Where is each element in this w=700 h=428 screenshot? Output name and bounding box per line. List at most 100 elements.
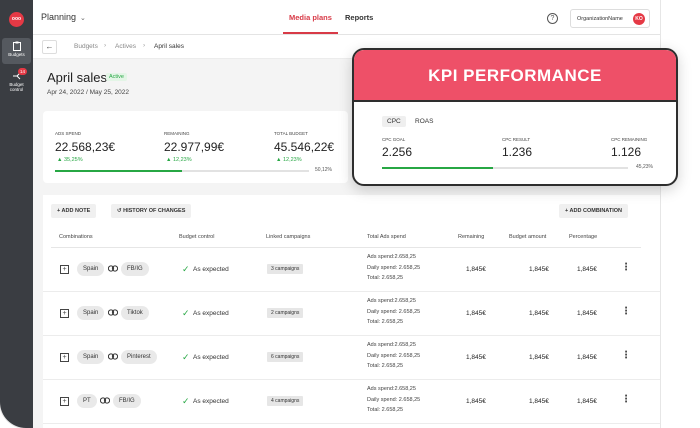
history-icon: ↺ [117, 208, 124, 214]
expand-icon[interactable]: + [60, 353, 69, 362]
budget-cell: 1,845€ [529, 354, 549, 361]
country-chip: PT [77, 394, 97, 408]
column-header[interactable]: Budget control [179, 234, 215, 240]
check-icon: ✓ [182, 396, 190, 406]
expand-icon[interactable]: + [60, 397, 69, 406]
status-badge: Active [106, 73, 127, 81]
stat-delta-remaining: ▲ 12,23% [166, 157, 192, 163]
country-chip: Spain [77, 350, 105, 364]
check-icon: ✓ [182, 352, 190, 362]
ads-spend-breakdown: Ads spend:2.658,25 Daily spend: 2.658,25… [367, 296, 420, 328]
add-combination-button[interactable]: + ADD COMBINATION [559, 204, 628, 218]
link-icon [100, 397, 110, 404]
page-title: April sales [47, 70, 107, 85]
top-navigation: Planning ⌄ Media plans Reports ? Organiza… [33, 0, 660, 35]
header-divider [51, 247, 641, 248]
table-row[interactable]: + Spain Tiktok ✓ As expected 2 campaigns… [43, 292, 660, 336]
tab-roas[interactable]: ROAS [415, 118, 434, 125]
more-options-icon[interactable]: ⋮ [621, 262, 631, 273]
more-options-icon[interactable]: ⋮ [621, 306, 631, 317]
percentage-cell: 1,845€ [577, 266, 597, 273]
ads-spend-breakdown: Ads spend:2.658,25 Daily spend: 2.658,25… [367, 252, 420, 284]
channel-chip: FB/IG [121, 262, 149, 276]
column-header[interactable]: Percentage [569, 234, 598, 240]
budget-control-status: As expected [193, 354, 229, 361]
more-options-icon[interactable]: ⋮ [621, 350, 631, 361]
organization-selector[interactable]: OrganizationName KO [570, 9, 650, 28]
sidebar-item-budgets[interactable]: Budgets [2, 38, 31, 64]
remaining-cell: 1,845€ [466, 354, 486, 361]
budget-progress-label: 50,12% [315, 167, 332, 173]
tab-reports[interactable]: Reports [345, 13, 374, 22]
tab-media-plans[interactable]: Media plans [289, 13, 332, 22]
column-header[interactable]: Linked campaigns [266, 234, 311, 240]
percentage-cell: 1,845€ [577, 398, 597, 405]
avatar[interactable]: KO [633, 13, 645, 25]
daily-spend: Daily spend: 2.658,25 [367, 308, 421, 315]
app-switcher[interactable]: Planning ⌄ [41, 12, 86, 22]
budget-control-status: As expected [193, 266, 229, 273]
stat-delta-total-budget: ▲ 12,23% [276, 157, 302, 163]
tab-cpc[interactable]: CPC [382, 116, 406, 127]
add-note-button[interactable]: + ADD NOTE [51, 204, 97, 218]
linked-campaigns-badge[interactable]: 6 campaigns [267, 352, 304, 362]
expand-icon[interactable]: + [60, 309, 69, 318]
sidebar-item-budget-control[interactable]: 14 Budget control [2, 68, 31, 94]
budget-control-status: As expected [193, 310, 229, 317]
column-header[interactable]: Budget amount [509, 234, 547, 240]
table-row[interactable]: + Spain Pinterest ✓ As expected 6 campai… [43, 336, 660, 380]
total-spend: Total: 2.658,25 [367, 363, 404, 369]
budget-summary-card: Ads spend 22.568,23€ ▲ 35,25% Remaining … [43, 111, 348, 183]
chevron-right-icon: › [143, 42, 146, 49]
kpi-value-goal: 2.256 [382, 145, 413, 159]
linked-campaigns-badge[interactable]: 4 campaigns [267, 396, 304, 406]
stat-delta-ads-spend: ▲ 35,25% [57, 157, 83, 163]
chevron-down-icon: ⌄ [80, 15, 86, 22]
kpi-value-result: 1.236 [502, 145, 533, 159]
kpi-label-remaining: CPC REMAINING [611, 137, 648, 142]
daily-spend: Daily spend: 2.658,25 [367, 396, 421, 403]
linked-campaigns-badge[interactable]: 2 campaigns [267, 308, 304, 318]
brand-logo[interactable]: ooo [9, 12, 24, 27]
kpi-label-result: CPC RESULT [502, 137, 531, 142]
remaining-cell: 1,845€ [466, 266, 486, 273]
organization-name: OrganizationName [577, 16, 623, 22]
stat-value-ads-spend: 22.568,23€ [55, 140, 116, 154]
breadcrumb-budgets[interactable]: Budgets [74, 43, 98, 50]
table-row[interactable]: + Spain FB/IG ✓ As expected 3 campaigns … [43, 248, 660, 292]
total-spend: Total: 2.658,25 [367, 319, 404, 325]
active-tab-indicator [283, 32, 338, 34]
plus-icon: + [565, 208, 570, 214]
check-icon: ✓ [182, 264, 190, 274]
country-chip: Spain [77, 262, 105, 276]
stat-value-remaining: 22.977,99€ [164, 140, 225, 154]
more-options-icon[interactable]: ⋮ [621, 394, 631, 405]
kpi-value-remaining: 1.126 [611, 145, 642, 159]
column-header[interactable]: Combinations [59, 234, 93, 240]
app-name: Planning [41, 12, 77, 22]
table-row[interactable]: + PT FB/IG ✓ As expected 4 campaigns Ads… [43, 380, 660, 424]
check-icon: ✓ [182, 308, 190, 318]
ads-spend: Ads spend:2.658,25 [367, 386, 416, 392]
column-header[interactable]: Remaining [458, 234, 485, 240]
percentage-cell: 1,845€ [577, 354, 597, 361]
channel-chip: Pinterest [121, 350, 157, 364]
linked-campaigns-badge[interactable]: 3 campaigns [267, 264, 304, 274]
stat-label-ads-spend: Ads spend [55, 131, 82, 136]
help-icon[interactable]: ? [547, 13, 558, 24]
budget-progress-bar [55, 170, 309, 172]
history-button[interactable]: ↺ HISTORY OF CHANGES [111, 204, 192, 218]
breadcrumb-actives[interactable]: Actives [115, 43, 136, 50]
kpi-title: KPI PERFORMANCE [354, 50, 676, 102]
kpi-progress-fill [382, 167, 494, 169]
remaining-cell: 1,845€ [466, 398, 486, 405]
combinations-table: + ADD NOTE ↺ HISTORY OF CHANGES + ADD CO… [43, 195, 660, 428]
expand-icon[interactable]: + [60, 265, 69, 274]
daily-spend: Daily spend: 2.658,25 [367, 352, 421, 359]
back-button[interactable]: ← [42, 40, 57, 54]
ads-spend: Ads spend:2.658,25 [367, 254, 416, 260]
link-icon [108, 353, 118, 360]
column-header[interactable]: Total Ads spend [367, 234, 406, 240]
sidebar-item-label: Budgets [8, 52, 25, 57]
budget-cell: 1,845€ [529, 398, 549, 405]
